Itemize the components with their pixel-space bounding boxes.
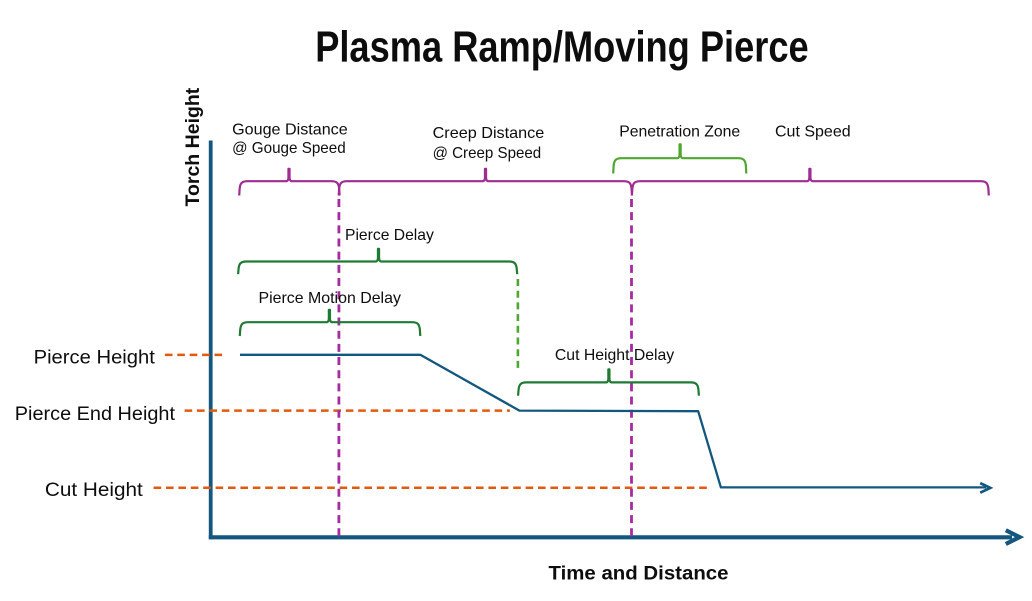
svg-text:Pierce End Height: Pierce End Height — [15, 403, 176, 425]
svg-text:Time and Distance: Time and Distance — [549, 562, 729, 584]
svg-text:Pierce Height: Pierce Height — [34, 347, 156, 369]
svg-text:Cut Speed: Cut Speed — [775, 123, 851, 140]
svg-text:Plasma Ramp/Moving Pierce: Plasma Ramp/Moving Pierce — [315, 22, 808, 71]
svg-text:Pierce Motion Delay: Pierce Motion Delay — [259, 290, 401, 307]
svg-text:@ Gouge Speed: @ Gouge Speed — [232, 140, 346, 157]
svg-text:Penetration Zone: Penetration Zone — [619, 123, 740, 140]
svg-text:Cut Height: Cut Height — [45, 479, 144, 501]
svg-text:Pierce Delay: Pierce Delay — [345, 227, 434, 244]
svg-text:@ Creep Speed: @ Creep Speed — [433, 145, 542, 162]
svg-text:Torch Height: Torch Height — [182, 87, 204, 206]
svg-text:Creep Distance: Creep Distance — [433, 125, 545, 142]
svg-text:Gouge Distance: Gouge Distance — [232, 121, 348, 138]
svg-text:Cut Height Delay: Cut Height Delay — [555, 347, 674, 364]
